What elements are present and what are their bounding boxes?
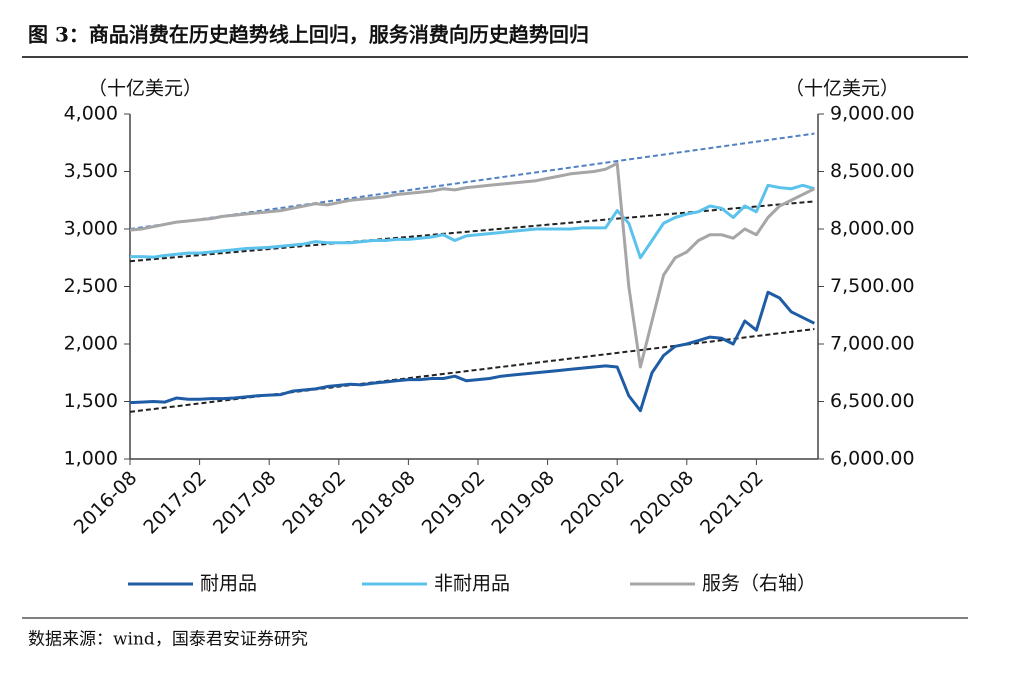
x-tick-label: 2019-08 xyxy=(487,467,559,539)
y2-tick-label: 6,500.00 xyxy=(830,390,915,412)
series-line xyxy=(129,290,816,413)
y-tick-label: 3,500 xyxy=(64,160,118,182)
x-tick-label: 2020-08 xyxy=(627,467,699,539)
legend-label: 非耐用品 xyxy=(434,573,510,595)
y2-tick-label: 8,000.00 xyxy=(830,218,915,240)
y2-tick-label: 6,000.00 xyxy=(830,448,915,470)
x-tick-label: 2021-02 xyxy=(696,467,768,539)
y2-unit: （十亿美元） xyxy=(785,78,899,100)
source: 数据来源：wind，国泰君安证券研究 xyxy=(28,630,308,650)
x-tick-label: 2017-08 xyxy=(209,467,281,539)
y2-tick-label: 7,000.00 xyxy=(830,333,915,355)
legend-label: 耐用品 xyxy=(200,573,257,595)
y2-tick-label: 9,000.00 xyxy=(830,103,915,125)
x-tick-label: 2020-02 xyxy=(557,467,629,539)
y-tick-label: 4,000 xyxy=(64,103,118,125)
chart-title: 图 3：商品消费在历史趋势线上回归，服务消费向历史趋势回归 xyxy=(28,23,589,47)
x-tick-label: 2018-08 xyxy=(348,467,420,539)
y2-tick-label: 8,500.00 xyxy=(830,160,915,182)
y-unit: （十亿美元） xyxy=(88,78,202,100)
y-tick-label: 2,000 xyxy=(64,333,118,355)
series-line xyxy=(129,161,816,369)
trend-line xyxy=(129,200,815,263)
y-tick-label: 1,000 xyxy=(64,448,118,470)
legend-label: 服务（右轴） xyxy=(702,573,816,595)
x-tick-label: 2018-02 xyxy=(279,467,351,539)
y2-tick-label: 7,500.00 xyxy=(830,275,915,297)
x-tick-label: 2019-02 xyxy=(418,467,490,539)
y-tick-label: 2,500 xyxy=(64,275,118,297)
y-tick-label: 1,500 xyxy=(64,390,118,412)
x-tick-label: 2016-08 xyxy=(70,467,142,539)
series-line xyxy=(130,183,815,260)
x-tick-label: 2017-02 xyxy=(139,467,211,539)
y-tick-label: 3,000 xyxy=(64,218,118,240)
